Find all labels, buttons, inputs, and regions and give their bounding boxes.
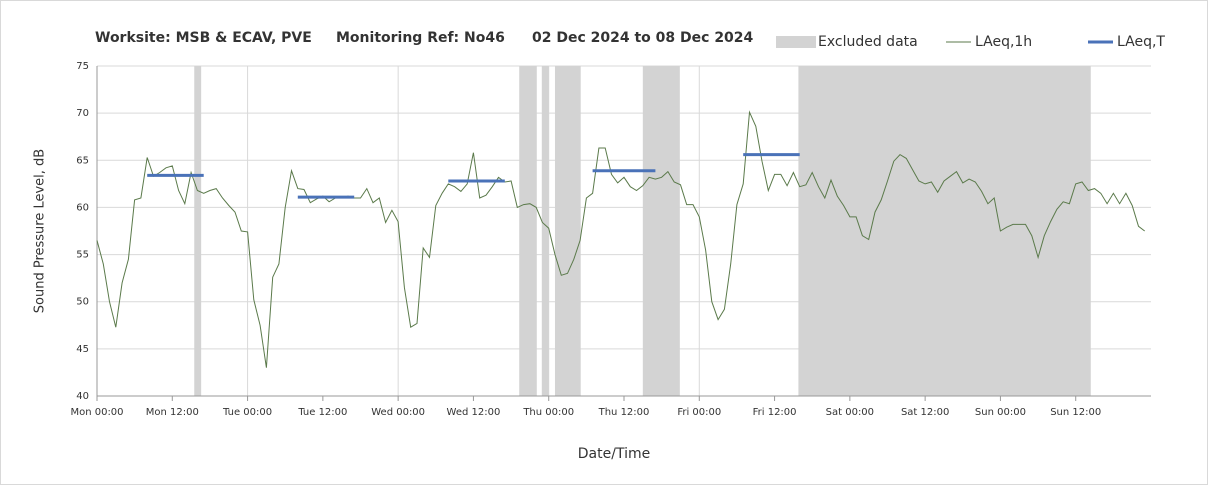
x-tick-label: Thu 00:00 xyxy=(522,407,574,418)
x-tick-label: Wed 12:00 xyxy=(447,407,501,418)
series-line xyxy=(147,153,800,199)
legend-label: Excluded data xyxy=(818,34,918,50)
legend-swatch xyxy=(776,36,816,48)
x-axis-label: Date/Time xyxy=(578,446,650,462)
excluded-region xyxy=(554,66,581,396)
y-tick-label: 40 xyxy=(76,391,89,402)
x-tick-label: Tue 12:00 xyxy=(297,407,347,418)
excluded-region xyxy=(541,66,549,396)
x-tick-label: Sun 12:00 xyxy=(1050,407,1101,418)
y-tick-label: 75 xyxy=(76,61,89,72)
x-tick-label: Sun 00:00 xyxy=(975,407,1026,418)
y-tick-label: 70 xyxy=(76,108,89,119)
x-tick-label: Tue 00:00 xyxy=(222,407,272,418)
x-tick-label: Mon 00:00 xyxy=(70,407,123,418)
excluded-region xyxy=(194,66,202,396)
x-tick-label: Wed 00:00 xyxy=(371,407,425,418)
y-tick-label: 55 xyxy=(76,250,89,261)
legend-label: LAeq,T xyxy=(1117,34,1165,50)
x-tick-label: Thu 12:00 xyxy=(598,407,650,418)
x-tick-label: Sat 12:00 xyxy=(901,407,949,418)
legend-label: LAeq,1h xyxy=(975,34,1032,50)
title: Monitoring Ref: No46 xyxy=(336,30,505,46)
excluded-region xyxy=(519,66,537,396)
excluded-region xyxy=(642,66,680,396)
excluded-region xyxy=(798,66,1091,396)
y-tick-label: 65 xyxy=(76,155,89,166)
x-tick-label: Sat 00:00 xyxy=(826,407,874,418)
title: Worksite: MSB & ECAV, PVE xyxy=(95,30,312,46)
y-tick-label: 45 xyxy=(76,344,89,355)
y-tick-label: 60 xyxy=(76,202,89,213)
x-tick-label: Fri 12:00 xyxy=(753,407,797,418)
y-tick-label: 50 xyxy=(76,297,89,308)
x-tick-label: Fri 00:00 xyxy=(677,407,721,418)
x-tick-label: Mon 12:00 xyxy=(146,407,199,418)
title: 02 Dec 2024 to 08 Dec 2024 xyxy=(532,30,754,46)
y-axis-label: Sound Pressure Level, dB xyxy=(33,149,48,313)
series-line xyxy=(96,110,1146,368)
